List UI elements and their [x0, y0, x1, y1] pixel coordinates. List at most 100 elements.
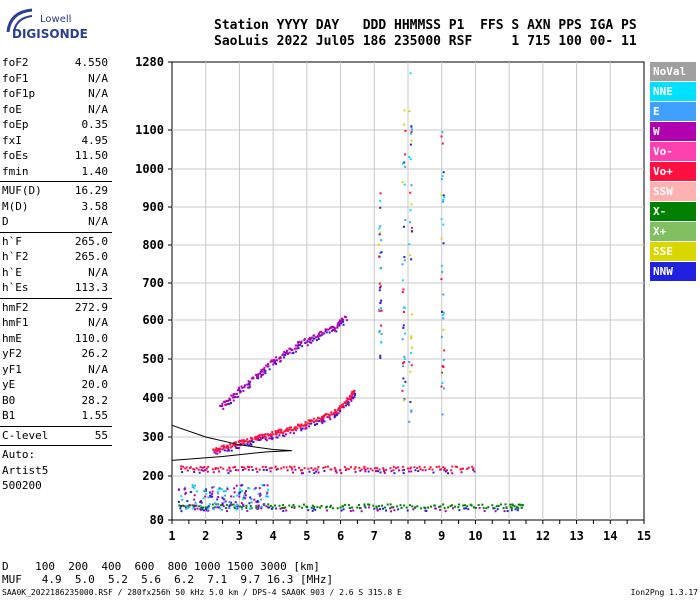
data-point	[410, 131, 413, 134]
param-row: h`E N/A	[2, 266, 108, 281]
y-tick-label: 900	[142, 200, 164, 214]
data-point	[250, 439, 253, 442]
data-point	[293, 347, 296, 350]
data-point	[286, 349, 289, 352]
data-point	[364, 468, 367, 471]
param-row: fxI 4.95	[2, 134, 108, 149]
data-point	[213, 449, 216, 452]
data-point	[180, 495, 183, 498]
data-point	[339, 408, 342, 411]
data-point	[218, 470, 221, 473]
data-point	[241, 439, 244, 442]
legend-item: NNE	[650, 82, 696, 101]
param-row: hmF2 272.9	[2, 301, 108, 316]
data-point	[184, 486, 187, 489]
data-point	[402, 472, 405, 475]
data-point	[513, 505, 516, 508]
data-point	[440, 335, 443, 338]
y-tick-label: 300	[142, 430, 164, 444]
data-point	[283, 356, 286, 359]
data-point	[334, 468, 337, 471]
data-point	[236, 395, 239, 398]
data-point	[256, 470, 259, 473]
data-point	[243, 494, 246, 497]
data-point	[293, 505, 296, 508]
data-point	[442, 242, 445, 245]
data-point	[293, 506, 296, 509]
data-point	[305, 341, 308, 344]
data-point	[311, 509, 314, 512]
data-point	[300, 429, 303, 432]
data-point	[504, 503, 507, 506]
data-point	[284, 351, 287, 354]
data-point	[278, 428, 281, 431]
data-point	[289, 347, 292, 350]
data-point	[410, 139, 413, 142]
param-name: h`F	[2, 234, 22, 248]
data-point	[443, 387, 446, 390]
data-point	[336, 325, 339, 328]
data-point	[442, 313, 445, 316]
data-point	[464, 507, 467, 510]
x-tick-label: 14	[603, 529, 617, 543]
data-point	[317, 337, 320, 340]
data-point	[270, 434, 273, 437]
data-point	[329, 506, 332, 509]
data-point	[199, 504, 202, 507]
param-value: 16.29	[74, 184, 108, 197]
data-point	[205, 509, 208, 512]
data-point	[403, 109, 406, 112]
data-point	[402, 365, 405, 368]
data-point	[442, 328, 445, 331]
data-point	[438, 465, 441, 468]
data-point	[393, 472, 396, 475]
data-point	[227, 399, 230, 402]
data-point	[262, 503, 265, 506]
param-name: foEs	[2, 149, 29, 162]
data-point	[326, 509, 329, 512]
data-point	[232, 495, 235, 498]
data-point	[265, 495, 268, 498]
data-point	[313, 472, 316, 475]
lowell-digisonde-logo: Lowell DIGISONDE	[2, 4, 88, 44]
data-point	[261, 370, 264, 373]
data-point	[343, 466, 346, 469]
data-point	[275, 436, 278, 439]
data-point	[244, 497, 247, 500]
data-point	[324, 414, 327, 417]
y-tick-label: 400	[142, 391, 164, 405]
data-point	[292, 471, 295, 474]
data-point	[495, 505, 498, 508]
data-point	[233, 396, 236, 399]
data-point	[390, 506, 393, 509]
data-point	[320, 419, 323, 422]
data-point	[220, 445, 223, 448]
data-point	[255, 500, 258, 503]
data-point	[254, 487, 257, 490]
data-point	[336, 413, 339, 416]
data-point	[180, 505, 183, 508]
data-point	[217, 488, 220, 491]
data-point	[267, 503, 270, 506]
data-point	[307, 338, 310, 341]
data-point	[267, 495, 270, 498]
data-point	[403, 468, 406, 471]
data-point	[221, 402, 224, 405]
data-point	[402, 384, 405, 387]
data-point	[288, 428, 291, 431]
data-point	[240, 484, 243, 487]
data-point	[457, 506, 460, 509]
data-point	[226, 469, 229, 472]
data-point	[249, 380, 252, 383]
data-point	[199, 500, 202, 503]
data-point	[219, 504, 222, 507]
data-point	[177, 500, 180, 503]
legend-item: NoVal	[650, 62, 696, 81]
data-point	[347, 403, 350, 406]
data-point	[211, 493, 214, 496]
data-point	[377, 308, 380, 311]
data-point	[401, 291, 404, 294]
data-point	[462, 504, 465, 507]
y-tick-label: 700	[142, 276, 164, 290]
data-point	[249, 496, 252, 499]
